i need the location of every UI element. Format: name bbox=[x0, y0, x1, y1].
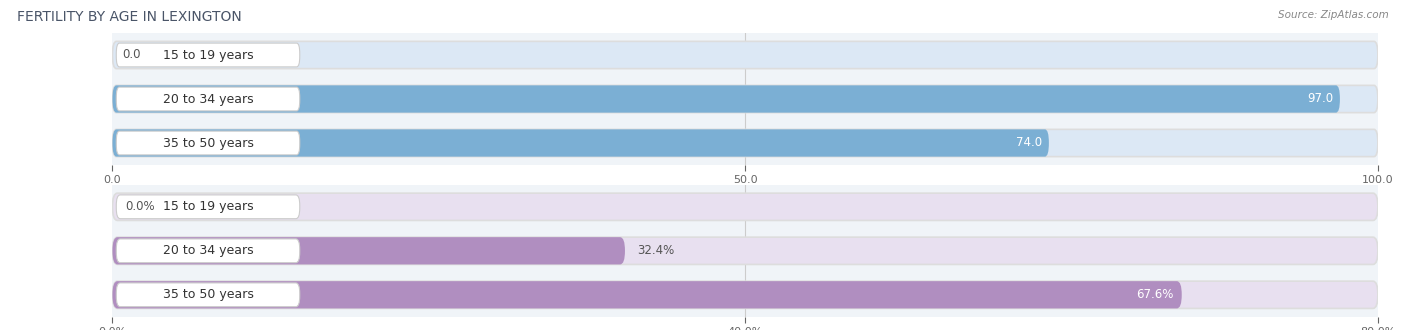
Text: 35 to 50 years: 35 to 50 years bbox=[163, 137, 253, 149]
Text: 20 to 34 years: 20 to 34 years bbox=[163, 92, 253, 106]
FancyBboxPatch shape bbox=[117, 195, 299, 219]
FancyBboxPatch shape bbox=[112, 129, 1049, 157]
FancyBboxPatch shape bbox=[112, 129, 1378, 157]
FancyBboxPatch shape bbox=[112, 193, 1378, 220]
FancyBboxPatch shape bbox=[117, 283, 299, 307]
Text: 67.6%: 67.6% bbox=[1136, 288, 1174, 301]
Text: 0.0%: 0.0% bbox=[125, 200, 155, 213]
FancyBboxPatch shape bbox=[117, 43, 299, 67]
FancyBboxPatch shape bbox=[112, 85, 1340, 113]
FancyBboxPatch shape bbox=[112, 237, 1378, 264]
FancyBboxPatch shape bbox=[112, 237, 624, 264]
FancyBboxPatch shape bbox=[117, 131, 299, 155]
Text: 35 to 50 years: 35 to 50 years bbox=[163, 288, 253, 301]
FancyBboxPatch shape bbox=[112, 41, 1378, 69]
FancyBboxPatch shape bbox=[117, 239, 299, 263]
Text: FERTILITY BY AGE IN LEXINGTON: FERTILITY BY AGE IN LEXINGTON bbox=[17, 10, 242, 24]
FancyBboxPatch shape bbox=[117, 87, 299, 111]
Text: 20 to 34 years: 20 to 34 years bbox=[163, 244, 253, 257]
Text: 15 to 19 years: 15 to 19 years bbox=[163, 200, 253, 213]
Text: 15 to 19 years: 15 to 19 years bbox=[163, 49, 253, 61]
FancyBboxPatch shape bbox=[112, 281, 1378, 309]
Text: 97.0: 97.0 bbox=[1308, 92, 1333, 106]
Text: 0.0: 0.0 bbox=[122, 49, 141, 61]
FancyBboxPatch shape bbox=[112, 281, 1181, 309]
Text: 32.4%: 32.4% bbox=[637, 244, 675, 257]
FancyBboxPatch shape bbox=[112, 85, 1378, 113]
Text: 74.0: 74.0 bbox=[1017, 137, 1042, 149]
Text: Source: ZipAtlas.com: Source: ZipAtlas.com bbox=[1278, 10, 1389, 20]
